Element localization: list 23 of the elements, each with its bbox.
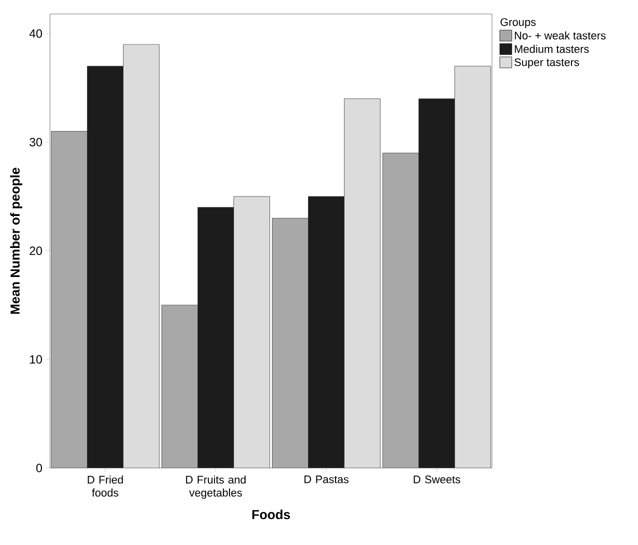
bar — [123, 44, 160, 468]
bar — [272, 218, 308, 468]
y-tick-label: 0 — [36, 464, 42, 472]
x-tick-label: D Fruits and vegetables — [186, 476, 246, 499]
legend-label: Super tasters — [514, 58, 580, 68]
bar — [344, 98, 380, 468]
bar — [382, 152, 419, 468]
y-tick-label: 10 — [30, 355, 42, 364]
bar — [234, 196, 270, 468]
bar — [162, 304, 198, 468]
legend-title: Groups — [500, 18, 536, 28]
bar — [454, 66, 491, 468]
bar — [51, 131, 88, 468]
x-tick-label: D Fried foods — [88, 476, 123, 497]
y-axis-title: Mean Number of people — [10, 168, 22, 314]
legend-label: Medium tasters — [514, 44, 589, 53]
x-axis-title: Foods — [252, 510, 290, 520]
y-tick-label: 40 — [29, 29, 42, 38]
legend-label: No- + weak tasters — [514, 31, 606, 40]
x-tick-label: D Sweets — [414, 476, 460, 484]
y-tick-label: 20 — [30, 246, 42, 256]
y-tick-label: 30 — [30, 138, 42, 146]
x-tick-label: D Pastas — [304, 476, 348, 484]
